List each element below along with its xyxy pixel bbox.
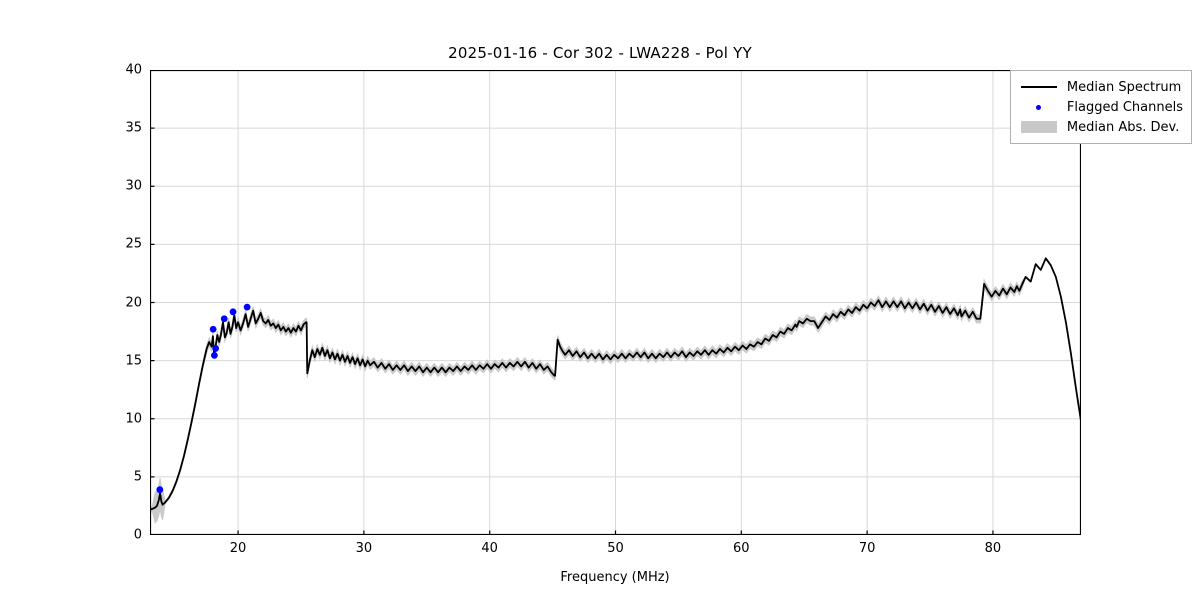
legend: Median Spectrum Flagged Channels Median … — [1009, 70, 1192, 144]
y-tick-label: 25 — [125, 236, 142, 252]
x-tick-label: 60 — [733, 541, 750, 556]
dot-swatch-icon — [1019, 98, 1059, 116]
y-tick-label: 5 — [133, 469, 142, 485]
y-tick-label: 0 — [133, 527, 142, 543]
legend-label: Flagged Channels — [1066, 99, 1183, 115]
x-tick-label: 80 — [984, 541, 1002, 556]
band-swatch-icon — [1019, 118, 1059, 136]
y-tick-label: 10 — [125, 411, 142, 427]
x-tick-label: 70 — [858, 541, 876, 556]
x-tick-label: 40 — [481, 541, 498, 556]
legend-label: Median Abs. Dev. — [1066, 119, 1180, 135]
flagged-channel-points — [156, 303, 251, 494]
line-swatch-icon — [1019, 78, 1059, 96]
y-tick-label: 20 — [125, 295, 142, 310]
legend-item-flagged-channels: Flagged Channels — [1019, 97, 1183, 117]
grid-lines — [150, 70, 1081, 535]
plot-area — [150, 70, 1081, 535]
x-tick-label: 20 — [229, 541, 247, 556]
legend-item-median-spectrum: Median Spectrum — [1019, 77, 1183, 97]
axis-tick-marks — [150, 70, 994, 535]
y-tick-label: 15 — [125, 353, 142, 369]
x-tick-label: 30 — [355, 541, 373, 556]
y-tick-label: 40 — [125, 62, 142, 78]
y-tick-label: 30 — [125, 178, 142, 194]
y-tick-label: 35 — [125, 120, 142, 136]
x-tick-label: 50 — [607, 541, 624, 556]
median-spectrum-line — [150, 257, 1081, 511]
legend-item-median-abs-dev: Median Abs. Dev. — [1019, 117, 1183, 137]
spectrum-plot — [150, 70, 1081, 535]
legend-label: Median Spectrum — [1066, 79, 1182, 95]
chart-title: 2025-01-16 - Cor 302 - LWA228 - Pol YY — [448, 44, 752, 62]
x-axis-label: Frequency (MHz) — [560, 570, 670, 585]
